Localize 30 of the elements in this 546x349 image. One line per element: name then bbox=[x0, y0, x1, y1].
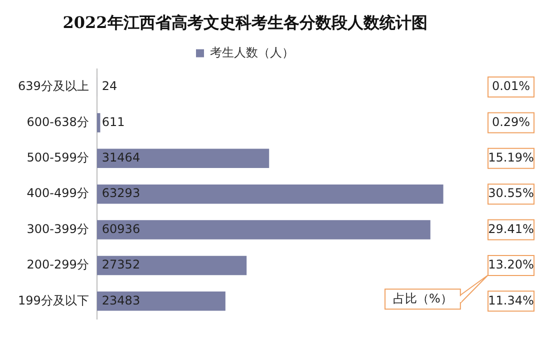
data-label: 24 bbox=[102, 79, 118, 94]
data-label: 60936 bbox=[102, 222, 140, 236]
y-tick-label: 400-499分 bbox=[26, 186, 89, 200]
data-label: 611 bbox=[102, 114, 125, 129]
y-tick-label: 199分及以下 bbox=[18, 293, 89, 308]
bar bbox=[96, 292, 226, 311]
text: 0.01% bbox=[492, 79, 530, 94]
y-tick-label: 300-399分 bbox=[26, 222, 89, 236]
data-label: 23483 bbox=[102, 293, 140, 308]
data-label: 31464 bbox=[102, 150, 140, 165]
chart-title: 2022年江西省高考文史科考生各分数段人数统计图 bbox=[62, 12, 428, 32]
bar bbox=[96, 184, 444, 204]
text: 11.34% bbox=[488, 293, 534, 308]
y-tick-label: 600-638分 bbox=[26, 114, 89, 129]
text: 0.29% bbox=[492, 114, 530, 129]
data-label: 27352 bbox=[102, 258, 140, 272]
bar bbox=[96, 113, 100, 132]
bar bbox=[96, 220, 430, 240]
y-tick-label: 500-599分 bbox=[26, 150, 89, 165]
y-tick-label: 200-299分 bbox=[26, 258, 89, 272]
y-tick-label: 639分及以上 bbox=[18, 79, 89, 94]
bar bbox=[96, 148, 270, 168]
legend-label: 考生人数（人） bbox=[210, 45, 294, 60]
text: 15.19% bbox=[488, 150, 534, 165]
text: 13.20% bbox=[488, 258, 534, 272]
annotation: 占比（%） bbox=[393, 291, 452, 306]
text: 29.41% bbox=[488, 222, 534, 236]
text: 30.55% bbox=[488, 186, 534, 200]
data-label: 63293 bbox=[102, 186, 140, 200]
bar bbox=[96, 256, 247, 276]
